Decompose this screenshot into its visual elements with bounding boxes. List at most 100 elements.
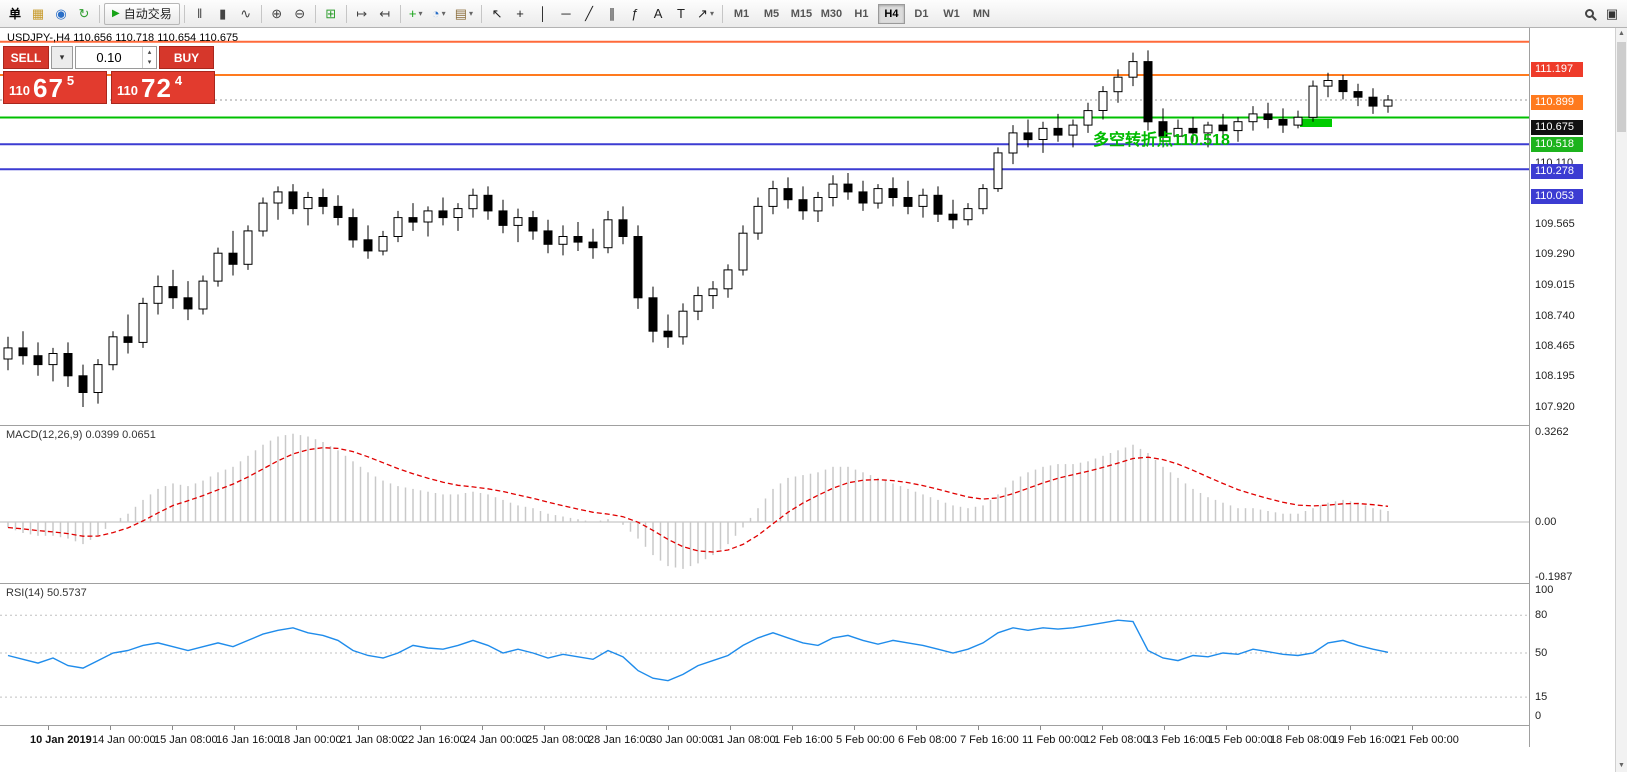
auto-scroll-button[interactable]: ↦ bbox=[351, 3, 373, 25]
time-axis-tick bbox=[482, 726, 483, 730]
timeframe-m5-button[interactable]: M5 bbox=[758, 4, 785, 24]
macd-panel[interactable] bbox=[0, 425, 1529, 583]
refresh-icon: ↻ bbox=[78, 5, 90, 21]
horizontal-line-button[interactable]: ─ bbox=[555, 3, 577, 25]
time-axis-label: 28 Jan 16:00 bbox=[588, 734, 652, 746]
new-window-button[interactable]: ▣ bbox=[1601, 3, 1623, 25]
trendline-button[interactable]: ╱ bbox=[578, 3, 600, 25]
rsi-panel[interactable] bbox=[0, 583, 1529, 725]
time-axis-tick bbox=[606, 726, 607, 730]
sell-button[interactable]: SELL bbox=[3, 46, 49, 69]
line-chart-button[interactable]: ∿ bbox=[235, 3, 257, 25]
price-axis-label: -0.1987 bbox=[1535, 570, 1573, 583]
indicators-button[interactable]: + ▾ bbox=[405, 3, 427, 25]
time-axis-label: 25 Jan 08:00 bbox=[526, 734, 590, 746]
macd-signal-line bbox=[7, 447, 1389, 553]
price-axis-label: 109.015 bbox=[1535, 278, 1575, 291]
label-button[interactable]: T bbox=[670, 3, 692, 25]
search-button[interactable] bbox=[1578, 3, 1600, 25]
time-axis-label: 11 Feb 00:00 bbox=[1022, 734, 1087, 746]
bar-chart-icon: ‖ bbox=[197, 6, 203, 21]
autotrading-button[interactable]: ▶ 自动交易 bbox=[104, 2, 180, 25]
timeframe-w1-button[interactable]: W1 bbox=[938, 4, 965, 24]
timeframe-m30-button[interactable]: M30 bbox=[818, 4, 845, 24]
time-axis-tick bbox=[854, 726, 855, 730]
candlestick-series bbox=[3, 50, 1393, 407]
label-icon: T bbox=[677, 6, 685, 21]
panel-separator[interactable] bbox=[0, 583, 1529, 584]
vertical-scrollbar[interactable]: ▲ ▼ bbox=[1615, 28, 1627, 772]
candlestick-button[interactable]: ▮ bbox=[212, 3, 234, 25]
refresh-button[interactable]: ↻ bbox=[73, 3, 95, 25]
time-axis-tick bbox=[1350, 726, 1351, 730]
cursor-button[interactable]: ↖ bbox=[486, 3, 508, 25]
line-chart-icon: ∿ bbox=[240, 5, 252, 21]
timeframe-h1-button[interactable]: H1 bbox=[848, 4, 875, 24]
price-badge: 110.278 bbox=[1531, 164, 1583, 180]
fibonacci-button[interactable]: ƒ bbox=[624, 3, 646, 25]
new-window-icon: ▣ bbox=[1605, 5, 1619, 21]
lot-size-field[interactable]: 0.10 ▴ ▾ bbox=[75, 46, 157, 69]
time-axis-tick bbox=[1412, 726, 1413, 730]
arrows-button[interactable]: ↗ ▾ bbox=[693, 3, 718, 25]
scroll-down-icon[interactable]: ▼ bbox=[1618, 762, 1625, 769]
decrement-icon[interactable]: ▾ bbox=[147, 58, 152, 66]
candlestick-chart-canvas[interactable] bbox=[0, 28, 1529, 425]
periods-icon: ◔ bbox=[431, 6, 440, 21]
timeframe-m1-button[interactable]: M1 bbox=[728, 4, 755, 24]
toolbar-separator bbox=[314, 4, 316, 23]
chart-annotation: 多空转折点110.518 bbox=[1093, 132, 1230, 149]
lot-stepper[interactable]: ▴ ▾ bbox=[142, 47, 156, 68]
vertical-line-button[interactable]: │ bbox=[532, 3, 554, 25]
toolbar-separator bbox=[345, 4, 347, 23]
buy-button[interactable]: BUY bbox=[159, 46, 214, 69]
price-axis[interactable]: 110.385110.110109.835109.565109.290109.0… bbox=[1529, 28, 1615, 747]
time-axis-tick bbox=[916, 726, 917, 730]
sell-price[interactable]: 110 67 5 bbox=[3, 71, 107, 104]
time-axis-tick bbox=[1288, 726, 1289, 730]
trade-prices-row: 110 67 5 110 72 4 bbox=[3, 71, 215, 104]
order-type-dropdown[interactable]: ▾ bbox=[51, 46, 73, 69]
time-axis-tick bbox=[110, 726, 111, 730]
time-axis-label: 14 Jan 00:00 bbox=[92, 734, 156, 746]
scroll-up-icon[interactable]: ▲ bbox=[1618, 30, 1625, 37]
timeframe-m15-button[interactable]: M15 bbox=[788, 4, 815, 24]
profiles-button[interactable]: ◉ bbox=[50, 3, 72, 25]
time-axis-label: 24 Jan 00:00 bbox=[464, 734, 528, 746]
time-axis-tick bbox=[172, 726, 173, 730]
price-axis-label: 108.465 bbox=[1535, 340, 1575, 353]
price-axis-label: 15 bbox=[1535, 691, 1548, 704]
text-button[interactable]: A bbox=[647, 3, 669, 25]
crosshair-button[interactable]: + bbox=[509, 3, 531, 25]
price-axis-label: 100 bbox=[1535, 584, 1554, 596]
zoom-out-button[interactable]: ⊖ bbox=[289, 3, 311, 25]
price-axis-label: 108.195 bbox=[1535, 370, 1575, 383]
new-chart-button[interactable]: ▦ bbox=[27, 3, 49, 25]
channel-button[interactable]: ∥ bbox=[601, 3, 623, 25]
periods-button[interactable]: ◔ ▾ bbox=[428, 3, 450, 25]
timeframe-h4-button[interactable]: H4 bbox=[877, 3, 905, 24]
panel-separator[interactable] bbox=[0, 425, 1529, 426]
templates-button[interactable]: ▤ ▾ bbox=[451, 3, 477, 25]
zoom-in-button[interactable]: ⊕ bbox=[266, 3, 288, 25]
sell-price-pipette: 5 bbox=[66, 73, 75, 88]
time-axis-tick bbox=[358, 726, 359, 730]
bar-chart-button[interactable]: ‖ bbox=[189, 3, 211, 25]
time-axis-label: 30 Jan 00:00 bbox=[650, 734, 714, 746]
timeframe-mn-button[interactable]: MN bbox=[968, 4, 995, 24]
tile-windows-button[interactable]: ⊞ bbox=[320, 3, 342, 25]
toolbar-separator bbox=[183, 4, 185, 23]
new-order-button[interactable]: 单 bbox=[4, 3, 26, 25]
rsi-label: RSI(14) 50.5737 bbox=[6, 587, 87, 599]
timeframe-d1-button[interactable]: D1 bbox=[908, 4, 935, 24]
price-chart-area[interactable] bbox=[0, 28, 1529, 425]
time-axis-tick bbox=[48, 726, 49, 730]
time-axis[interactable]: 10 Jan 2019 14 Jan 00:00 15 Jan 08:00 16 Ja… bbox=[0, 725, 1529, 772]
time-axis-tick bbox=[668, 726, 669, 730]
indicators-icon: + bbox=[408, 6, 417, 21]
buy-price[interactable]: 110 72 4 bbox=[111, 71, 215, 104]
chart-shift-button[interactable]: ↤ bbox=[374, 3, 396, 25]
scrollbar-thumb[interactable] bbox=[1617, 42, 1626, 132]
time-axis-tick bbox=[1226, 726, 1227, 730]
increment-icon[interactable]: ▴ bbox=[147, 48, 152, 56]
